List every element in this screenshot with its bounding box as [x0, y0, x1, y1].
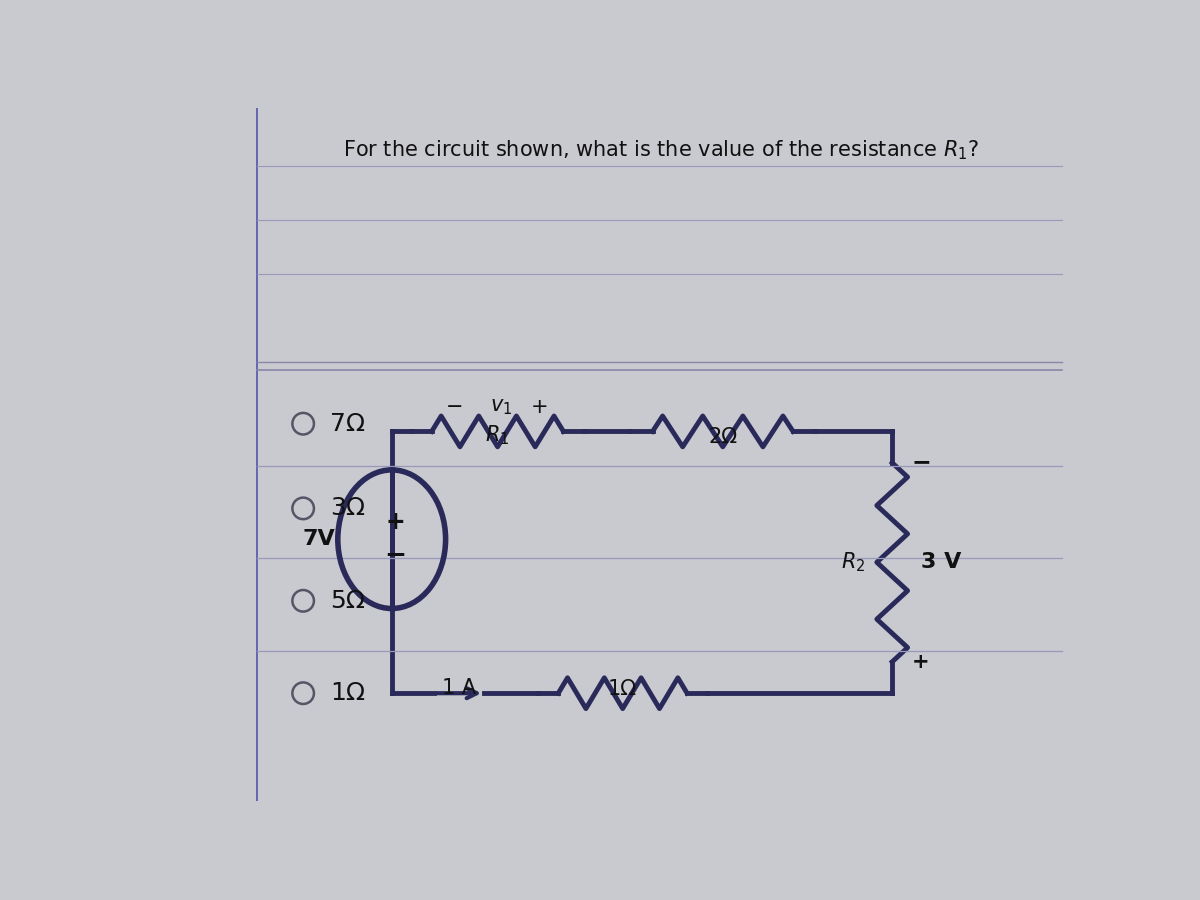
Text: $R_1$: $R_1$: [485, 423, 509, 446]
Text: 5Ω: 5Ω: [330, 589, 365, 613]
Text: +: +: [912, 652, 929, 672]
Text: $R_2$: $R_2$: [841, 551, 865, 574]
Text: −: −: [912, 450, 931, 474]
Text: 7Ω: 7Ω: [330, 411, 365, 436]
Text: 1Ω: 1Ω: [608, 680, 637, 699]
Text: 2Ω: 2Ω: [708, 427, 737, 446]
Text: 1Ω: 1Ω: [330, 681, 365, 706]
Text: 7V: 7V: [302, 529, 335, 549]
Text: 1 A: 1 A: [442, 678, 475, 698]
Text: −: −: [384, 543, 407, 569]
Text: For the circuit shown, what is the value of the resistance $R_1$?: For the circuit shown, what is the value…: [343, 139, 979, 162]
Text: $v_1$: $v_1$: [490, 397, 512, 417]
Text: +: +: [530, 397, 548, 417]
Text: 3 V: 3 V: [922, 553, 962, 572]
Text: −: −: [446, 397, 463, 417]
Text: +: +: [385, 510, 406, 535]
Text: 3Ω: 3Ω: [330, 497, 365, 520]
